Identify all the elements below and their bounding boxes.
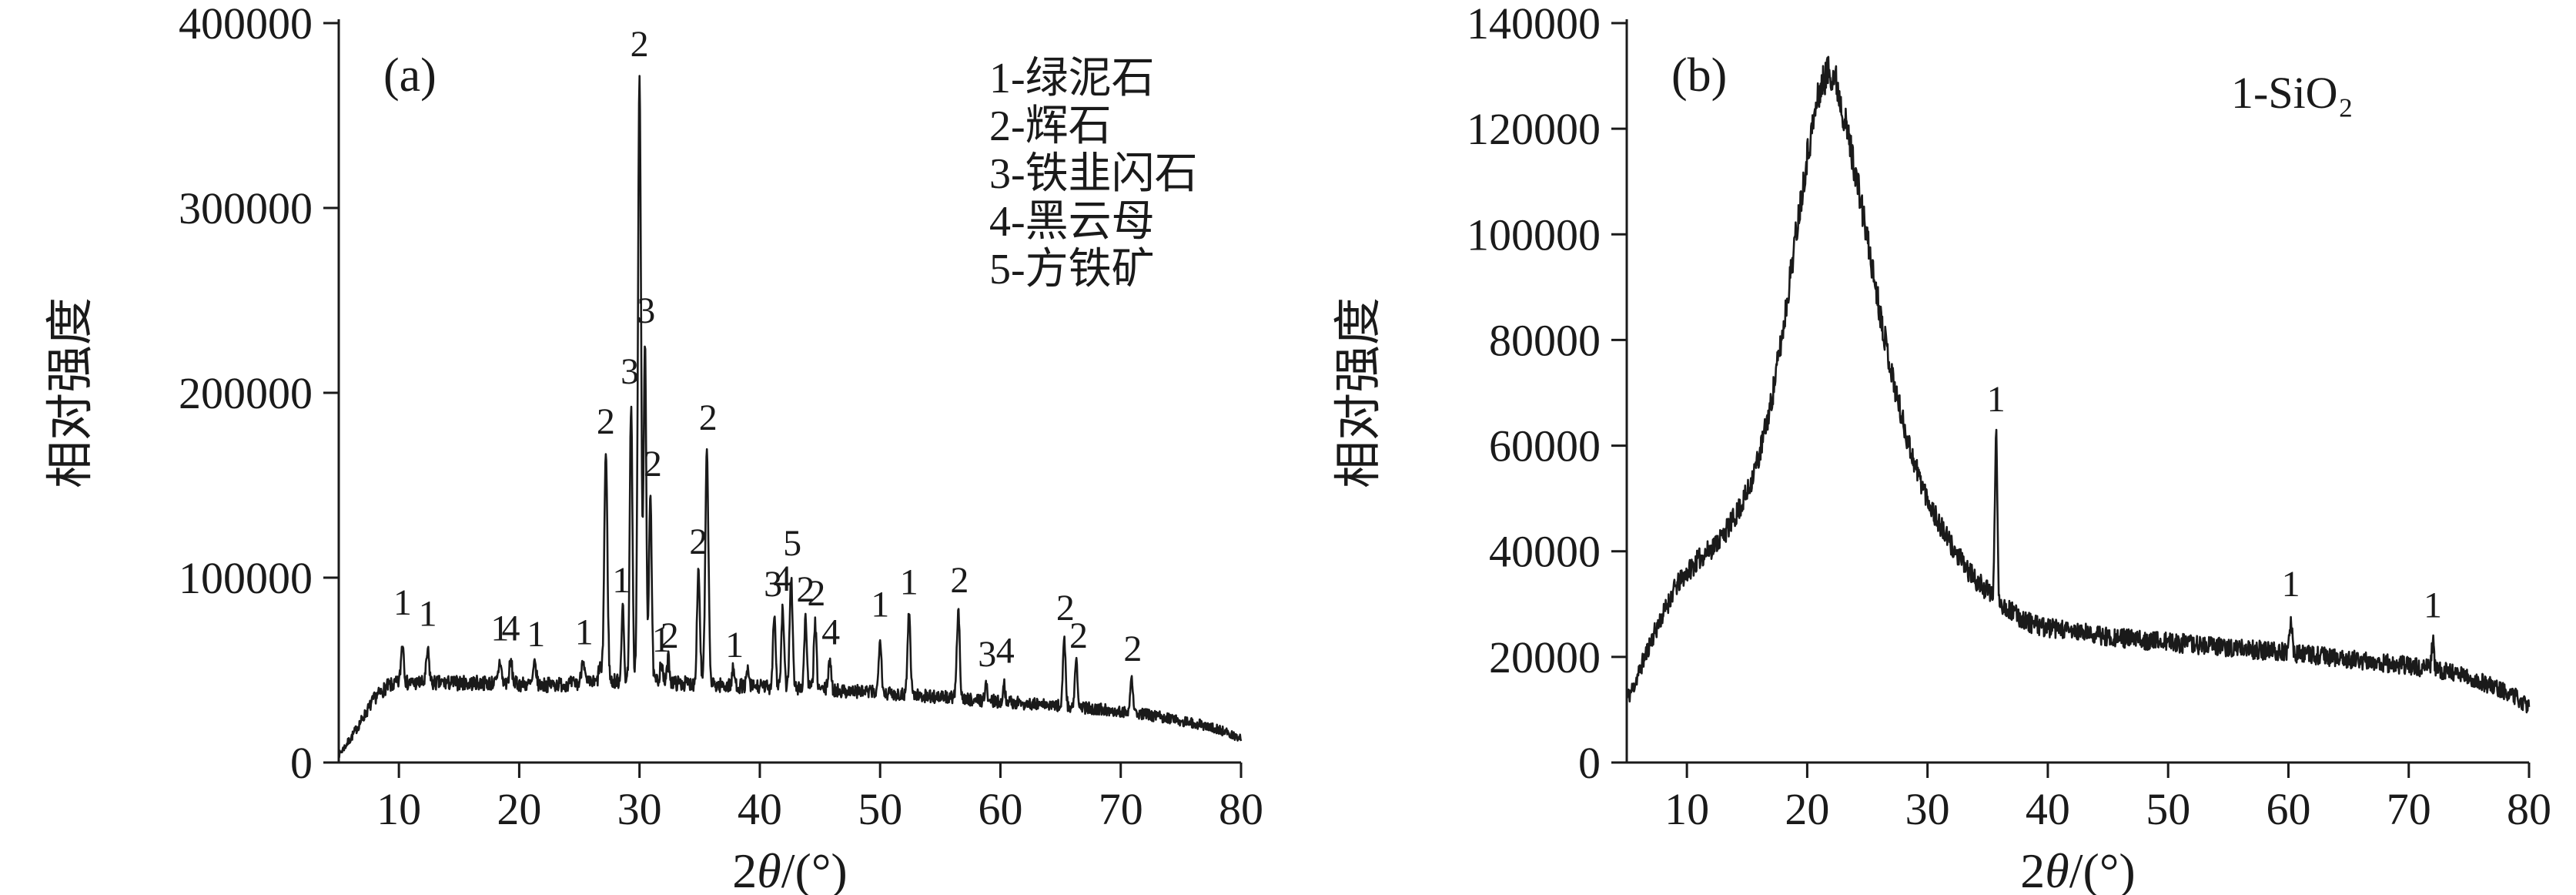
legend-item: 2-辉石 <box>989 102 1112 150</box>
y-tick-label: 40000 <box>1489 527 1601 577</box>
peak-label: 2 <box>1123 629 1142 669</box>
peak-label: 5 <box>783 523 801 564</box>
x-tick-label: 50 <box>2146 784 2190 834</box>
y-tick-label: 80000 <box>1489 315 1601 365</box>
y-tick-label: 20000 <box>1489 632 1601 682</box>
legend-item: 4-黑云母 <box>989 198 1155 246</box>
x-tick-label: 20 <box>1785 784 1829 834</box>
panel-b: 10 20 30 40 50 60 70 80 0 20000 40000 60000 80000 100… <box>1288 0 2576 895</box>
y-tick-label: 200000 <box>179 368 313 418</box>
peak-label: 1 <box>652 619 671 660</box>
peak-label: 1 <box>393 582 412 623</box>
peak-label: 2 <box>1069 615 1088 656</box>
x-tick-label: 80 <box>2507 784 2551 834</box>
panel-a: 10 20 30 40 50 60 70 80 0 100000 200000 300000 40000… <box>45 0 1263 895</box>
xrd-trace <box>1625 55 2531 714</box>
peak-label: 2 <box>631 24 649 65</box>
x-tick-label: 50 <box>858 784 902 834</box>
x-tick-label: 30 <box>617 784 662 834</box>
peak-label: 3 <box>764 564 782 605</box>
x-tick-label: 40 <box>738 784 782 834</box>
peak-label: 2 <box>644 444 662 484</box>
peak-label: 2 <box>699 397 718 438</box>
xrd-chart-a: 10 20 30 40 50 60 70 80 0 100000 200000 300000 40000… <box>45 0 1263 895</box>
y-tick-label: 0 <box>1578 738 1601 788</box>
peak-label: 2 <box>950 560 969 601</box>
peak-label: 1 <box>871 584 889 625</box>
y-tick-label: 300000 <box>179 183 313 233</box>
x-tick-label: 20 <box>497 784 541 834</box>
x-tick-label: 70 <box>1099 784 1143 834</box>
peak-label: 4 <box>821 612 840 652</box>
peak-label: 4 <box>996 630 1015 671</box>
peak-label: 4 <box>774 558 792 599</box>
peak-label: 1 <box>2282 564 2300 605</box>
x-tick-label: 70 <box>2387 784 2431 834</box>
peak-label: 2 <box>689 521 708 562</box>
y-tick-label: 60000 <box>1489 421 1601 471</box>
y-tick-label: 120000 <box>1467 104 1601 154</box>
y-axis-label: 相对强度 <box>1333 297 1385 488</box>
legend-item: 5-方铁矿 <box>989 246 1155 293</box>
x-tick-label: 80 <box>1219 784 1263 834</box>
peak-label: 1 <box>490 608 509 649</box>
legend-item: 1-SiO₂ <box>2231 68 2354 118</box>
peak-label: 3 <box>978 634 996 675</box>
y-tick-label: 400000 <box>179 0 313 49</box>
x-axis-label: 2θ/(°) <box>732 843 847 895</box>
y-tick-label: 140000 <box>1467 0 1601 49</box>
peak-label: 2 <box>807 573 825 614</box>
peak-label: 1 <box>725 625 744 665</box>
y-tick-label: 100000 <box>1467 210 1601 260</box>
panel-label: (b) <box>1671 49 1727 102</box>
x-tick-label: 10 <box>376 784 421 834</box>
x-tick-label: 10 <box>1664 784 1709 834</box>
x-tick-label: 60 <box>2266 784 2310 834</box>
y-tick-label: 100000 <box>179 553 313 603</box>
peak-label: 1 <box>1987 379 2006 420</box>
xrd-chart-b: 10 20 30 40 50 60 70 80 0 20000 40000 60000 80000 100… <box>1333 0 2551 895</box>
peak-label: 1 <box>612 560 631 601</box>
peak-label: 1 <box>2424 585 2442 625</box>
legend-item: 3-铁韭闪石 <box>989 150 1198 198</box>
peak-label: 1 <box>575 612 594 652</box>
peak-label: 3 <box>637 290 655 331</box>
peak-label: 2 <box>796 569 815 610</box>
peak-label: 2 <box>597 401 615 442</box>
peak-label: 4 <box>501 608 520 649</box>
x-axis-label: 2θ/(°) <box>2020 843 2135 895</box>
peak-label: 1 <box>900 562 918 603</box>
x-tick-label: 40 <box>2026 784 2070 834</box>
x-tick-label: 60 <box>978 784 1022 834</box>
xrd-trace <box>337 75 1243 759</box>
y-axis-label: 相对强度 <box>45 297 97 488</box>
panel-label: (a) <box>383 49 437 102</box>
peak-label: 2 <box>1056 588 1075 629</box>
peak-label: 1 <box>419 593 437 634</box>
x-tick-label: 30 <box>1905 784 1950 834</box>
peak-label: 2 <box>661 615 679 656</box>
peak-label: 1 <box>527 614 545 655</box>
legend-item: 1-绿泥石 <box>989 55 1155 102</box>
y-tick-label: 0 <box>290 738 313 788</box>
peak-label: 3 <box>621 351 639 392</box>
